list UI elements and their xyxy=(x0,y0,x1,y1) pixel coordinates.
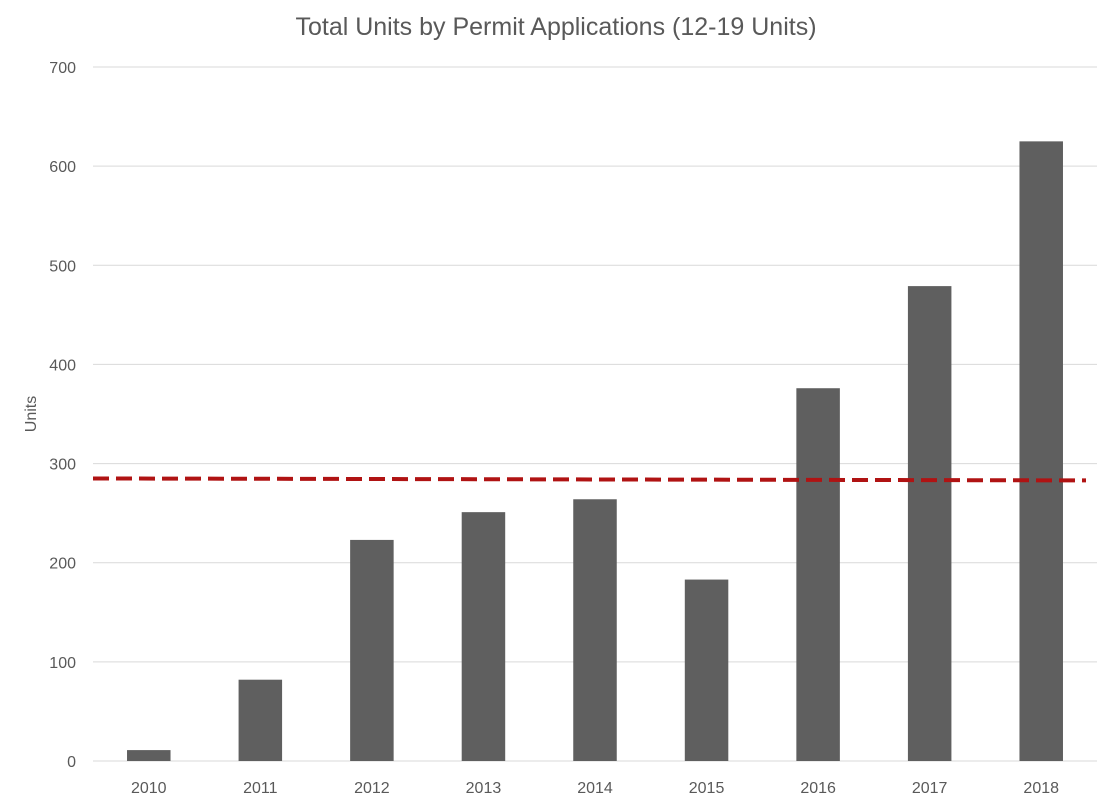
bar-2012 xyxy=(350,539,394,761)
x-tick-label: 2017 xyxy=(912,780,948,797)
x-tick-label: 2013 xyxy=(466,780,502,797)
x-tick-label: 2016 xyxy=(800,780,836,797)
bar-2010 xyxy=(127,750,171,761)
y-tick-label: 200 xyxy=(49,556,76,573)
reference-line xyxy=(92,476,1087,483)
y-tick-label: 100 xyxy=(49,655,76,672)
y-tick-label: 400 xyxy=(49,357,76,374)
bar-2013 xyxy=(461,512,506,761)
y-axis-ticks: 0 100 200 300 400 500 600 700 xyxy=(49,60,76,771)
bar-2011 xyxy=(238,679,283,761)
bars xyxy=(127,141,1063,761)
x-tick-label: 2011 xyxy=(243,780,278,797)
y-axis-label: Units xyxy=(23,396,40,432)
y-tick-label: 300 xyxy=(49,457,76,474)
reference-line-layer xyxy=(92,476,1087,483)
x-axis-ticks: 2010 2011 2012 2013 2014 2015 2016 2017 2018 xyxy=(131,780,1059,797)
y-tick-label: 500 xyxy=(49,258,76,275)
bar-2018 xyxy=(1019,141,1063,761)
bar-2015 xyxy=(684,579,729,761)
x-tick-label: 2015 xyxy=(689,780,725,797)
x-tick-label: 2014 xyxy=(577,780,613,797)
y-tick-label: 700 xyxy=(49,60,76,77)
x-tick-label: 2010 xyxy=(131,780,167,797)
bar-2017 xyxy=(907,286,952,761)
y-tick-label: 600 xyxy=(49,159,76,176)
bar-2014 xyxy=(573,499,617,761)
y-tick-label: 0 xyxy=(67,754,76,771)
chart-title: Total Units by Permit Applications (12-1… xyxy=(295,13,816,41)
x-tick-label: 2012 xyxy=(354,780,390,797)
bar-2016 xyxy=(796,388,840,761)
x-tick-label: 2018 xyxy=(1023,780,1059,797)
